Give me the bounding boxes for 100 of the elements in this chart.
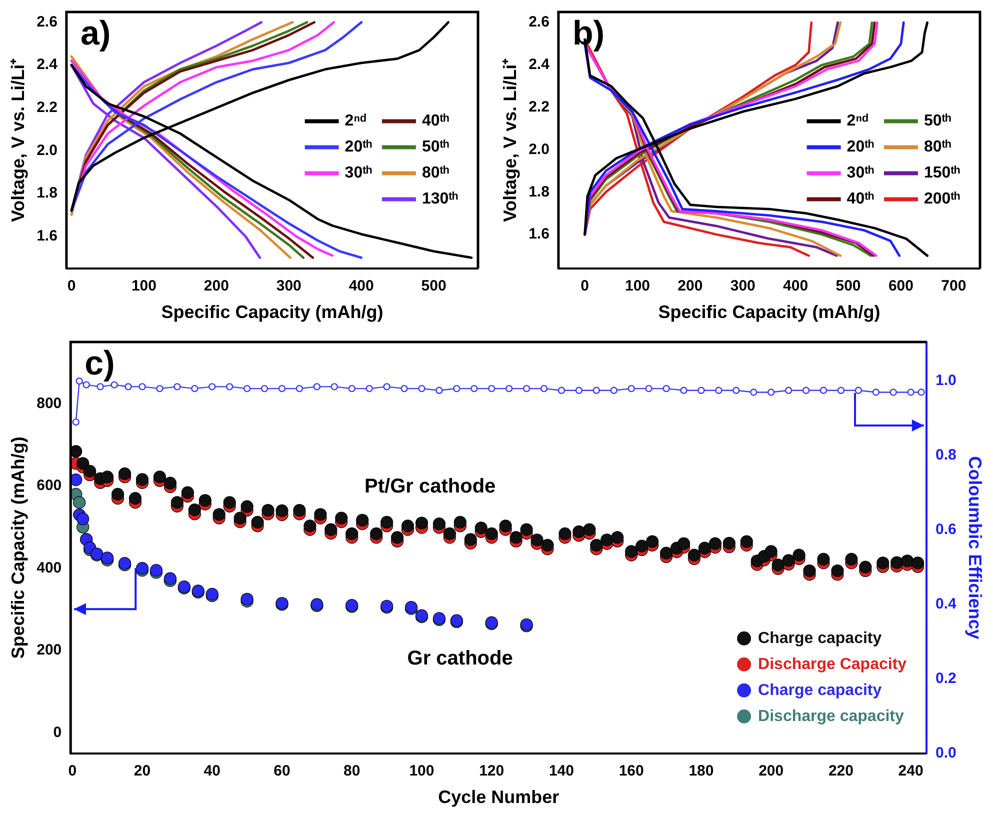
x-tick-label: 100: [131, 278, 156, 295]
point: [208, 383, 216, 390]
legend-label: Charge capacity: [758, 682, 882, 699]
y-tick-label: 1.8: [36, 184, 58, 202]
legend-label: 50ᵗʰ: [422, 138, 450, 156]
legend-label: 20ᵗʰ: [846, 138, 874, 156]
point: [191, 384, 198, 392]
y2-tick-label: 0.8: [936, 446, 956, 464]
legend-label: 2ⁿᵈ: [846, 112, 868, 130]
y-axis-title: Specific Capacity (mAh/g): [8, 436, 28, 659]
point: [383, 383, 390, 390]
x-tick-label: 180: [688, 762, 714, 780]
legend-label: 200ᵗʰ: [924, 190, 960, 208]
point: [890, 388, 897, 396]
x-tick-label: 200: [758, 762, 784, 780]
annotation: Gr cathode: [407, 647, 513, 670]
point: [592, 386, 600, 394]
y-tick-label: 1.6: [36, 227, 58, 244]
chart-title: b): [572, 14, 605, 52]
point: [174, 383, 181, 390]
point: [872, 388, 880, 396]
point: [72, 418, 80, 426]
point: [540, 384, 548, 392]
x-tick-label: 500: [836, 278, 861, 295]
x-tick-label: 240: [898, 762, 924, 780]
x-axis-title: Specific Capacity (mAh/g): [658, 302, 880, 322]
x-tick-label: 0: [580, 278, 589, 295]
point: [645, 384, 652, 392]
x-tick-label: 220: [828, 762, 854, 780]
point: [837, 386, 845, 394]
legend-label: 30ᵗʰ: [846, 164, 874, 182]
point: [802, 386, 810, 394]
point: [453, 384, 460, 392]
point: [82, 381, 90, 388]
y-tick-label: 200: [36, 642, 62, 659]
x-tick-label: 400: [348, 278, 374, 295]
y-tick-label: 2.2: [528, 98, 550, 116]
x-tick-label: 160: [618, 762, 644, 780]
point: [136, 562, 149, 575]
point: [784, 386, 792, 394]
y-tick-label: 800: [36, 394, 62, 412]
point: [70, 474, 82, 486]
y-tick-label: 2.2: [36, 99, 58, 116]
y-tick-label: 1.6: [528, 226, 550, 243]
legend-label: 30ᵗʰ: [344, 164, 372, 182]
x-tick-label: 60: [274, 762, 290, 780]
y-tick-label: 2.0: [36, 142, 58, 159]
x-tick-label: 20: [134, 762, 151, 780]
x-tick-label: 500: [421, 278, 446, 295]
point: [522, 384, 530, 392]
point: [628, 384, 635, 392]
legend-label: Charge capacity: [758, 630, 882, 647]
legend-label: 130ᵗʰ: [422, 190, 458, 208]
point: [575, 386, 583, 394]
y-tick-label: 0: [53, 724, 62, 741]
y-tick-label: 2.4: [36, 56, 58, 74]
point: [854, 386, 862, 394]
legend-label: Discharge Capacity: [758, 656, 907, 673]
y2-tick-label: 1.0: [936, 372, 956, 390]
point: [138, 383, 146, 390]
y2-axis-title: Coloumbic Efficiency: [965, 456, 986, 640]
point: [260, 384, 268, 392]
legend-label: 40ᵗʰ: [422, 112, 450, 130]
legend-label: 20ᵗʰ: [344, 138, 372, 156]
point: [226, 383, 234, 390]
y2-tick-label: 0.4: [936, 596, 958, 613]
point: [907, 388, 914, 396]
legend-label: 150ᵗʰ: [924, 164, 960, 182]
point: [918, 388, 925, 396]
point: [558, 386, 566, 394]
x-tick-label: 140: [548, 762, 574, 780]
point: [732, 386, 740, 394]
point: [698, 386, 705, 394]
point: [278, 384, 286, 392]
y-axis-title: Voltage, V vs. Li/Li⁺: [500, 58, 520, 222]
x-tick-label: 0: [68, 762, 77, 780]
point: [418, 384, 426, 392]
x-tick-label: 100: [409, 762, 434, 780]
x-tick-label: 120: [479, 762, 504, 780]
point: [366, 384, 373, 392]
x-tick-label: 700: [941, 278, 966, 295]
chart-title: a): [80, 14, 111, 52]
point: [820, 386, 828, 394]
point: [156, 384, 164, 392]
y-tick-label: 2.6: [528, 14, 550, 31]
x-tick-label: 40: [204, 762, 220, 780]
legend-label: 50ᵗʰ: [924, 112, 952, 130]
legend-label: 80ᵗʰ: [924, 138, 952, 156]
x-tick-label: 200: [678, 278, 703, 295]
point: [76, 377, 83, 385]
y-axis-title: Voltage, V vs. Li/Li⁺: [8, 58, 28, 222]
point: [505, 384, 513, 392]
legend-label: Discharge capacity: [758, 708, 904, 725]
point: [750, 388, 758, 396]
point: [124, 383, 132, 390]
x-tick-label: 0: [67, 278, 76, 295]
x-tick-label: 100: [624, 278, 650, 295]
point: [296, 384, 304, 392]
point: [662, 384, 670, 392]
point: [96, 383, 104, 390]
